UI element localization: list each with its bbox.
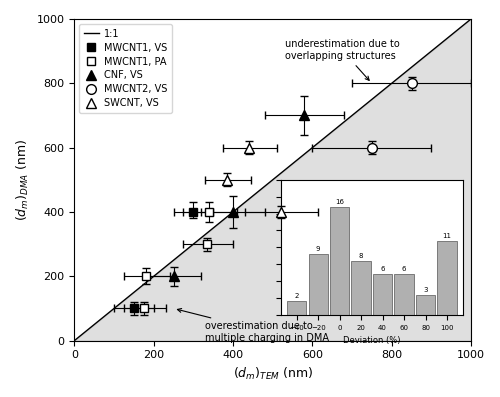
X-axis label: $(d_m)_{TEM}$ (nm): $(d_m)_{TEM}$ (nm) [232,366,313,382]
Text: overestimation due to
multiple charging in DMA: overestimation due to multiple charging … [178,308,330,343]
Legend: 1:1, MWCNT1, VS, MWCNT1, PA, CNF, VS, MWCNT2, VS, SWCNT, VS: 1:1, MWCNT1, VS, MWCNT1, PA, CNF, VS, MW… [79,24,172,113]
Text: underestimation due to
overlapping structures: underestimation due to overlapping struc… [284,39,400,80]
Y-axis label: $(d_m)_{DMA}$ (nm): $(d_m)_{DMA}$ (nm) [15,139,31,221]
